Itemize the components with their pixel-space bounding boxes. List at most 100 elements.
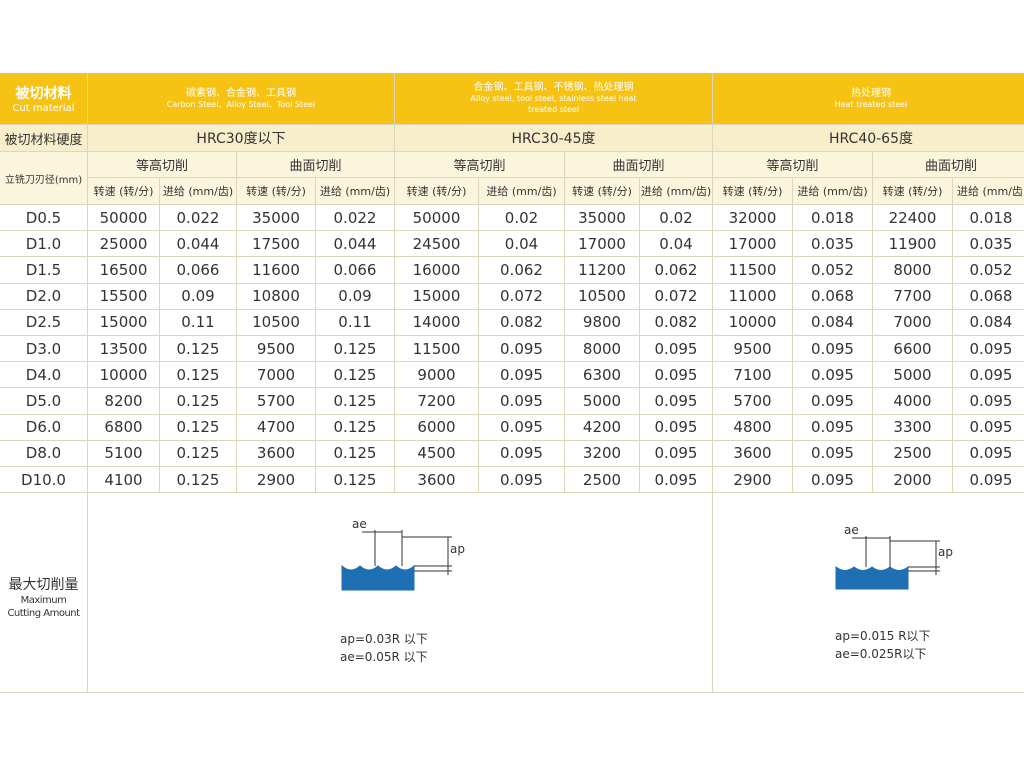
value-cell: 5700	[713, 388, 793, 415]
column-header: 转速 (转/分)	[237, 178, 316, 205]
value-cell: 0.044	[316, 231, 395, 258]
value-cell: 0.035	[953, 231, 1024, 258]
value-cell: 0.125	[160, 467, 237, 494]
value-cell: 0.095	[793, 440, 873, 467]
value-cell: 9000	[395, 362, 479, 389]
group-name-en: Carbon Steel、Alloy Steel、Tool Steel	[166, 99, 316, 109]
value-cell: 0.125	[160, 388, 237, 415]
label: 最大切削量	[8, 577, 79, 594]
value-cell: 0.125	[160, 440, 237, 467]
value-cell: 3600	[395, 467, 479, 494]
value-cell: 14000	[395, 309, 479, 336]
value-cell: 0.095	[953, 362, 1024, 389]
diameter-cell: D2.0	[0, 283, 88, 310]
value-cell: 0.095	[793, 414, 873, 441]
label-en: Cut material	[12, 103, 75, 114]
diameter-cell: D10.0	[0, 467, 88, 494]
value-cell: 5700	[237, 388, 316, 415]
group-name-en: Alloy steel, tool steel, stainless steel…	[470, 94, 637, 114]
value-cell: 7100	[713, 362, 793, 389]
value-cell: 0.095	[640, 388, 713, 415]
value-cell: 2500	[873, 440, 953, 467]
column-header: 进给 (mm/齿)	[316, 178, 395, 205]
value-cell: 17000	[565, 231, 640, 258]
value-cell: 0.095	[479, 440, 565, 467]
value-cell: 0.095	[793, 467, 873, 494]
hardness: HRC30-45度	[395, 125, 713, 152]
value-cell: 4100	[88, 467, 160, 494]
value-cell: 0.09	[160, 283, 237, 310]
diameter-label: 立铣刀刃径(mm)	[0, 152, 88, 205]
value-cell: 5100	[88, 440, 160, 467]
value-cell: 0.095	[953, 336, 1024, 363]
group-name: 热处理钢	[851, 87, 891, 99]
value-cell: 10800	[237, 283, 316, 310]
value-cell: 4200	[565, 414, 640, 441]
value-cell: 32000	[713, 205, 793, 232]
value-cell: 50000	[88, 205, 160, 232]
value-cell: 0.018	[793, 205, 873, 232]
value-cell: 7000	[237, 362, 316, 389]
column-header: 进给 (mm/齿)	[953, 178, 1024, 205]
value-cell: 0.095	[640, 467, 713, 494]
value-cell: 0.072	[640, 283, 713, 310]
value-cell: 0.052	[793, 257, 873, 284]
column-header: 转速 (转/分)	[713, 178, 793, 205]
column-header: 转速 (转/分)	[88, 178, 160, 205]
value-cell: 0.062	[640, 257, 713, 284]
formula: ap=0.03R 以下 ae=0.05R 以下	[340, 630, 428, 666]
value-cell: 0.095	[953, 415, 1024, 441]
value-cell: 9500	[713, 336, 793, 363]
value-cell: 0.095	[479, 336, 565, 363]
value-cell: 0.095	[793, 388, 873, 415]
value-cell: 0.095	[479, 467, 565, 494]
value-cell: 3300	[873, 414, 953, 441]
diameter-cell: D6.0	[0, 414, 88, 441]
value-cell: 0.02	[640, 205, 713, 232]
column-header: 转速 (转/分)	[873, 178, 953, 205]
value-cell: 10000	[88, 362, 160, 389]
group-name: 合金钢、工具钢、不锈钢、热处理钢	[473, 82, 634, 93]
value-cell: 0.095	[793, 336, 873, 363]
value-cell: 0.072	[479, 283, 565, 310]
max-cut-label: 最大切削量 Maximum Cutting Amount	[0, 493, 88, 693]
value-cell: 4700	[237, 414, 316, 441]
value-cell: 2900	[713, 467, 793, 494]
value-cell: 22400	[873, 205, 953, 232]
value-cell: 0.044	[160, 231, 237, 258]
diameter-cell: D3.0	[0, 336, 88, 363]
hardness-label: 被切材料硬度	[0, 125, 88, 152]
value-cell: 7200	[395, 388, 479, 415]
value-cell: 3600	[713, 440, 793, 467]
value-cell: 0.068	[953, 284, 1024, 310]
value-cell: 4000	[873, 388, 953, 415]
label: 被切材料	[15, 86, 72, 102]
column-header: 进给 (mm/齿)	[640, 178, 713, 205]
value-cell: 35000	[237, 205, 316, 232]
method: 曲面切削	[873, 152, 1024, 178]
value-cell: 0.052	[953, 257, 1024, 284]
value-cell: 0.062	[479, 257, 565, 284]
value-cell: 8200	[88, 388, 160, 415]
method: 曲面切削	[565, 152, 713, 178]
method: 等高切削	[395, 152, 565, 178]
value-cell: 0.125	[316, 362, 395, 389]
value-cell: 0.125	[316, 388, 395, 415]
value-cell: 0.095	[640, 362, 713, 389]
value-cell: 0.084	[793, 309, 873, 336]
value-cell: 10500	[565, 283, 640, 310]
value-cell: 0.02	[479, 205, 565, 232]
value-cell: 0.095	[793, 362, 873, 389]
diameter-cell: D8.0	[0, 440, 88, 467]
value-cell: 17000	[713, 231, 793, 258]
value-cell: 2500	[565, 467, 640, 494]
value-cell: 4500	[395, 440, 479, 467]
value-cell: 9500	[237, 336, 316, 363]
value-cell: 0.125	[316, 467, 395, 494]
max-cut-cell: ap=0.015 R以下 ae=0.025R以下	[713, 493, 1024, 693]
value-cell: 7700	[873, 283, 953, 310]
value-cell: 6300	[565, 362, 640, 389]
value-cell: 0.066	[160, 257, 237, 284]
column-header: 进给 (mm/齿)	[479, 178, 565, 205]
